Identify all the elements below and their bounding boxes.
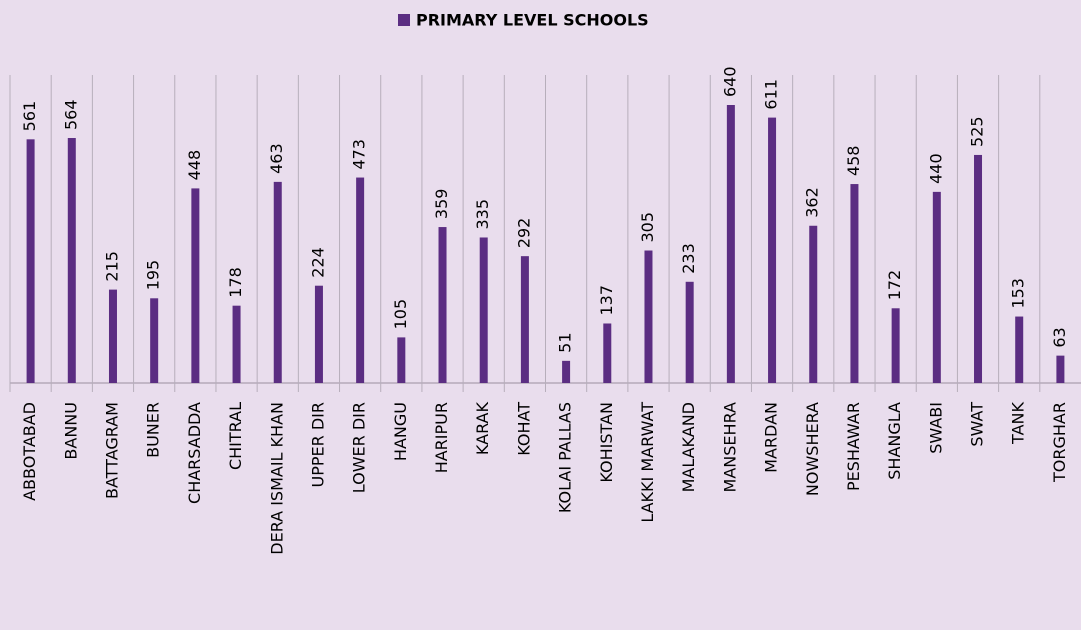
value-label: 564: [61, 99, 80, 130]
bar: [685, 281, 694, 383]
value-label: 137: [597, 285, 616, 316]
x-tick-label: LAKKI MARWAT: [638, 402, 657, 523]
x-tick-label: CHARSADDA: [185, 402, 204, 504]
bar: [520, 256, 529, 383]
bar: [850, 184, 859, 383]
bar: [1056, 355, 1065, 383]
x-tick-label: BUNER: [144, 402, 163, 458]
bar: [603, 323, 612, 383]
x-tick-label: KOHAT: [514, 402, 533, 456]
x-tick-label: HARIPUR: [432, 402, 451, 473]
value-label: 561: [20, 101, 39, 132]
value-label: 440: [926, 153, 945, 184]
bar: [1015, 316, 1024, 383]
bar: [232, 305, 241, 383]
value-label: 640: [720, 66, 739, 97]
value-label: 153: [1009, 278, 1028, 309]
value-label: 195: [144, 260, 163, 291]
value-label: 525: [968, 116, 987, 147]
bar: [191, 188, 200, 383]
legend-label: PRIMARY LEVEL SCHOOLS: [416, 11, 649, 30]
value-label: 611: [762, 79, 781, 110]
value-label: 305: [638, 212, 657, 243]
bar: [809, 225, 818, 383]
x-tick-label: HANGU: [391, 402, 410, 461]
bar: [726, 105, 735, 383]
value-label: 463: [267, 143, 286, 174]
x-tick-label: BANNU: [61, 402, 80, 460]
value-label: 215: [102, 251, 121, 282]
x-tick-label: SWABI: [926, 402, 945, 454]
x-tick-label: LOWER DIR: [350, 402, 369, 493]
x-tick-label: DERA ISMAIL KHAN: [267, 402, 286, 555]
x-tick-label: SWAT: [968, 402, 987, 447]
bar: [438, 227, 447, 383]
x-tick-label: MALAKAND: [679, 402, 698, 492]
x-tick-label: BATTAGRAM: [102, 402, 121, 499]
x-tick-label: PESHAWAR: [844, 402, 863, 491]
x-tick-label: MARDAN: [762, 402, 781, 473]
x-tick-label: KOHISTAN: [597, 402, 616, 483]
bar: [397, 337, 406, 383]
bar: [273, 181, 282, 383]
x-tick-label: KOLAI PALLAS: [556, 402, 575, 513]
bar: [67, 138, 76, 383]
bar: [26, 139, 35, 383]
x-tick-label: SHANGLA: [885, 402, 904, 480]
legend-swatch: [398, 14, 410, 26]
bar: [314, 285, 323, 383]
value-label: 178: [226, 267, 245, 298]
x-tick-label: KARAK: [473, 401, 492, 455]
value-label: 362: [803, 187, 822, 218]
x-tick-label: TANK: [1009, 401, 1028, 444]
value-label: 51: [556, 332, 575, 352]
bar: [108, 289, 117, 383]
x-tick-label: ABBOTABAD: [20, 402, 39, 501]
value-label: 224: [308, 247, 327, 278]
bar: [932, 191, 941, 383]
bar: [891, 308, 900, 383]
value-label: 233: [679, 243, 698, 274]
bar: [150, 298, 159, 383]
bar: [768, 117, 777, 384]
value-label: 63: [1050, 327, 1069, 347]
bar: [562, 360, 571, 383]
value-label: 172: [885, 270, 904, 301]
bar: [479, 237, 488, 383]
x-tick-label: NOWSHERA: [803, 402, 822, 496]
value-label: 448: [185, 150, 204, 181]
value-label: 359: [432, 189, 451, 220]
x-tick-label: MANSEHRA: [720, 402, 739, 492]
bar: [974, 154, 983, 383]
x-tick-label: CHITRAL: [226, 402, 245, 470]
x-tick-label: TORGHAR: [1050, 402, 1069, 483]
bar: [644, 250, 653, 383]
value-label: 105: [391, 299, 410, 330]
value-label: 458: [844, 146, 863, 177]
bar: [356, 177, 365, 383]
value-label: 292: [514, 218, 533, 249]
value-label: 335: [473, 199, 492, 230]
x-tick-label: UPPER DIR: [308, 402, 327, 487]
value-label: 473: [350, 139, 369, 170]
